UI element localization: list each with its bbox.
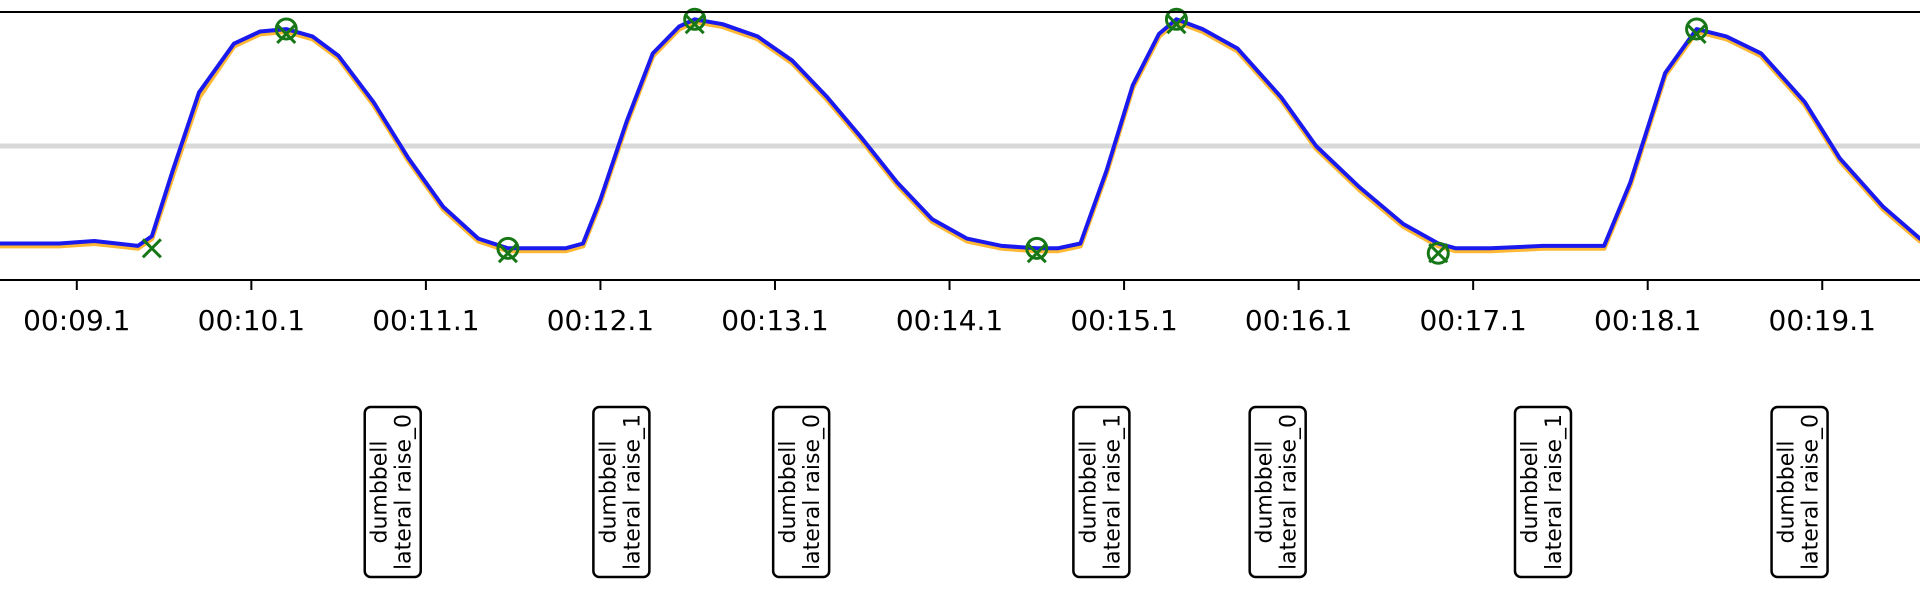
- annotation-frame: [1770, 405, 1829, 579]
- cross-marker: [497, 243, 518, 264]
- annotation-box: dumbbell lateral raise_0: [1248, 405, 1307, 579]
- annotation-box: dumbbell lateral raise_1: [592, 405, 651, 579]
- peak-marker: [1164, 7, 1188, 31]
- series-line-secondary: [0, 19, 1920, 254]
- annotation-label-line1: dumbbell: [1253, 440, 1278, 543]
- annotation-label-line1: dumbbell: [1076, 440, 1101, 543]
- x-tick-label: 00:13.1: [721, 304, 828, 337]
- peak-marker: [683, 7, 707, 31]
- cross-marker: [1026, 243, 1047, 264]
- cross-marker: [1166, 14, 1187, 35]
- annotation-label-line2: lateral raise_0: [392, 414, 417, 570]
- annotation-label-line2: lateral raise_1: [620, 414, 645, 570]
- cross-marker: [684, 14, 705, 35]
- annotation-label-line1: dumbbell: [1775, 440, 1800, 543]
- annotation-label-line1: dumbbell: [776, 440, 801, 543]
- x-tick-label: 00:12.1: [547, 304, 654, 337]
- x-tick-label: 00:10.1: [198, 304, 305, 337]
- x-tick-label: 00:16.1: [1245, 304, 1352, 337]
- annotation-box: dumbbell lateral raise_0: [771, 405, 831, 579]
- cross-marker: [276, 23, 297, 44]
- annotation-box: dumbbell lateral raise_0: [363, 405, 422, 579]
- annotation-frame: [771, 405, 831, 579]
- annotation-label-line2: lateral raise_0: [1277, 414, 1302, 570]
- annotation-label-line2: lateral raise_0: [800, 414, 825, 570]
- annotation-frame: [363, 405, 422, 579]
- cross-marker: [141, 238, 162, 259]
- annotation-label-line2: lateral raise_1: [1542, 414, 1567, 570]
- peak-marker: [1685, 17, 1709, 41]
- annotation-label-line1: dumbbell: [596, 440, 621, 543]
- x-tick-label: 00:09.1: [23, 304, 130, 337]
- annotation-label-line1: dumbbell: [368, 440, 393, 543]
- annotation-label-line2: lateral raise_1: [1100, 414, 1125, 570]
- annotation-label-line1: dumbbell: [1518, 440, 1543, 543]
- valley-marker: [496, 236, 520, 260]
- annotation-label-line2: lateral raise_0: [1799, 414, 1824, 570]
- marker-layer: [141, 7, 1709, 265]
- cross-marker: [1428, 243, 1449, 264]
- x-tick-label: 00:18.1: [1594, 304, 1701, 337]
- x-tick-label: 00:11.1: [372, 304, 479, 337]
- axes-layer: [0, 11, 1920, 281]
- annotation-frame: [1072, 405, 1131, 579]
- annotation-frame: [592, 405, 651, 579]
- annotation-box: dumbbell lateral raise_1: [1072, 405, 1131, 579]
- annotation-layer: dumbbell lateral raise_0 dumbbell lateral r…: [363, 405, 1829, 579]
- x-tick-label: 00:17.1: [1419, 304, 1526, 337]
- tick-layer: 00:09.1 00:10.1 00:11.1 00:12.1 00:13.1 00:14…: [23, 280, 1876, 337]
- x-tick-label: 00:14.1: [896, 304, 1003, 337]
- annotation-box: dumbbell lateral raise_0: [1770, 405, 1829, 579]
- annotation-frame: [1513, 405, 1573, 579]
- valley-marker: [1025, 236, 1049, 260]
- valley-marker: [1426, 241, 1450, 265]
- x-tick-label: 00:19.1: [1769, 304, 1876, 337]
- cross-marker: [1686, 23, 1707, 44]
- x-tick-label: 00:15.1: [1070, 304, 1177, 337]
- series-line-primary: [0, 17, 1920, 251]
- peak-marker: [274, 17, 298, 41]
- annotation-box: dumbbell lateral raise_1: [1513, 405, 1573, 579]
- annotation-frame: [1248, 405, 1307, 579]
- series-layer: [0, 17, 1920, 254]
